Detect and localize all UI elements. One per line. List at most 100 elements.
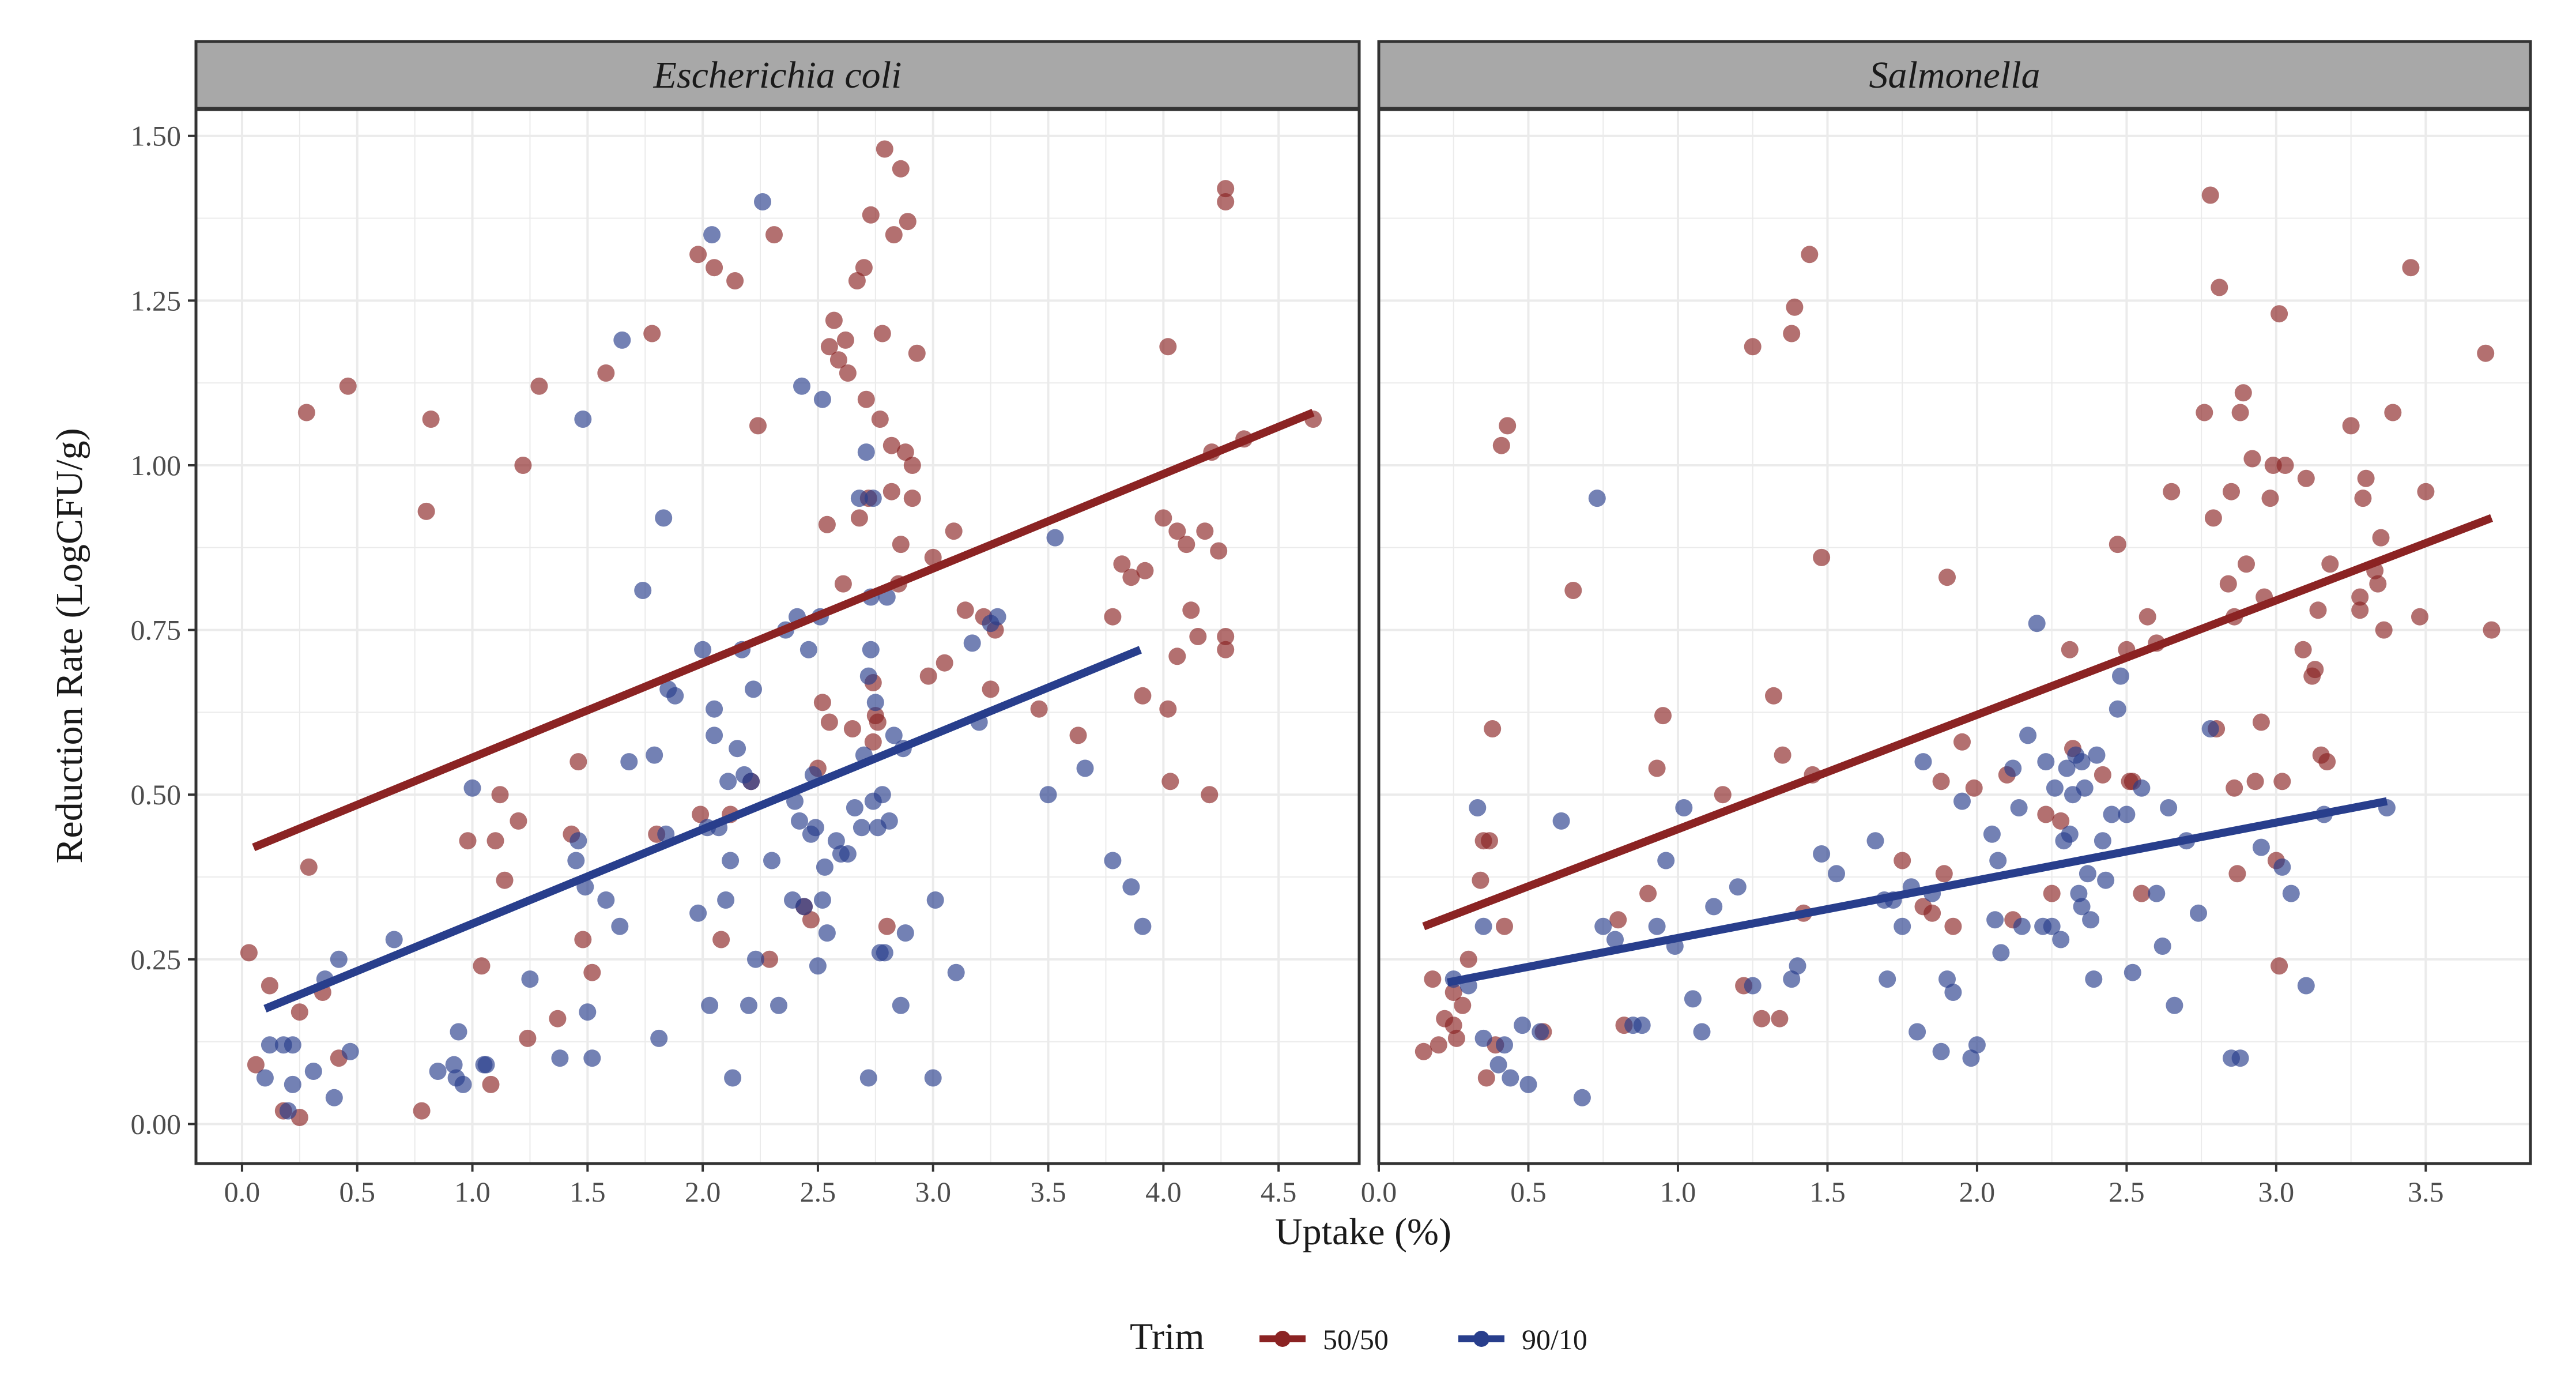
point-9010 bbox=[1744, 977, 1762, 995]
point-9010 bbox=[747, 950, 764, 968]
point-5050 bbox=[956, 601, 974, 619]
point-9010 bbox=[724, 1069, 742, 1087]
point-5050 bbox=[692, 805, 710, 823]
point-9010 bbox=[304, 1063, 322, 1080]
panel-ecoli: Escherichia coli 0.00 0.25 0.50 0.75 1.00 1.25… bbox=[131, 40, 1361, 1208]
point-5050 bbox=[848, 272, 866, 289]
fit-line-5050 bbox=[1422, 514, 2494, 931]
point-9010 bbox=[1076, 759, 1094, 777]
point-9010 bbox=[2094, 832, 2111, 850]
point-9010 bbox=[1968, 1036, 1986, 1054]
point-5050 bbox=[2163, 483, 2181, 500]
point-5050 bbox=[1113, 555, 1131, 573]
x-axis-title: Uptake (%) bbox=[1275, 1211, 1451, 1253]
point-9010 bbox=[719, 773, 737, 790]
point-5050 bbox=[2309, 601, 2327, 619]
point-9010 bbox=[2043, 917, 2061, 935]
point-9010 bbox=[583, 1049, 601, 1067]
point-9010 bbox=[284, 1075, 301, 1093]
point-5050 bbox=[2357, 469, 2375, 487]
point-9010 bbox=[2010, 799, 2028, 816]
point-9010 bbox=[2079, 865, 2096, 883]
point-9010 bbox=[989, 608, 1006, 626]
point-5050 bbox=[903, 490, 921, 507]
point-5050 bbox=[873, 325, 891, 342]
point-5050 bbox=[820, 338, 838, 356]
point-9010 bbox=[742, 773, 760, 790]
x-tick-label: 1.0 bbox=[1660, 1176, 1696, 1208]
point-5050 bbox=[1430, 1036, 1447, 1054]
point-9010 bbox=[745, 680, 762, 698]
legend-title: Trim bbox=[1130, 1316, 1205, 1358]
point-9010 bbox=[445, 1056, 463, 1074]
point-5050 bbox=[1965, 779, 1983, 797]
point-9010 bbox=[569, 832, 587, 850]
point-5050 bbox=[820, 713, 838, 731]
point-5050 bbox=[514, 457, 532, 474]
point-9010 bbox=[839, 845, 857, 863]
point-5050 bbox=[869, 713, 887, 731]
point-5050 bbox=[836, 331, 854, 349]
x-tick-label: 0.5 bbox=[339, 1176, 375, 1208]
point-5050 bbox=[496, 871, 514, 889]
point-9010 bbox=[1828, 865, 1845, 883]
point-9010 bbox=[2085, 970, 2103, 988]
point-5050 bbox=[896, 443, 914, 461]
point-9010 bbox=[2058, 759, 2076, 777]
point-9010 bbox=[1552, 812, 1570, 830]
point-9010 bbox=[1813, 845, 1831, 863]
point-5050 bbox=[2246, 773, 2264, 790]
point-9010 bbox=[450, 1023, 467, 1041]
point-5050 bbox=[1771, 1010, 1789, 1027]
point-9010 bbox=[1134, 917, 1152, 935]
series-5050-ecoli bbox=[240, 140, 1322, 1126]
point-5050 bbox=[1923, 904, 1941, 922]
point-5050 bbox=[834, 575, 852, 593]
point-5050 bbox=[2264, 457, 2282, 474]
point-5050 bbox=[1786, 298, 1804, 316]
point-5050 bbox=[473, 957, 491, 975]
point-5050 bbox=[2052, 812, 2070, 830]
point-5050 bbox=[825, 311, 843, 329]
point-5050 bbox=[1161, 773, 1179, 790]
point-5050 bbox=[1654, 707, 1672, 725]
point-5050 bbox=[1499, 417, 1517, 435]
point-5050 bbox=[2061, 641, 2079, 658]
point-9010 bbox=[256, 1069, 274, 1087]
point-5050 bbox=[876, 140, 893, 158]
point-9010 bbox=[2073, 898, 2091, 916]
point-5050 bbox=[261, 977, 278, 995]
panel-border bbox=[194, 108, 1361, 1165]
x-tick-label: 2.0 bbox=[1959, 1176, 1996, 1208]
x-tick-label: 2.5 bbox=[2109, 1176, 2145, 1208]
point-9010 bbox=[2297, 977, 2315, 995]
point-5050 bbox=[843, 720, 861, 737]
point-5050 bbox=[908, 344, 926, 362]
point-9010 bbox=[1962, 1049, 1980, 1067]
point-5050 bbox=[885, 226, 903, 244]
point-5050 bbox=[2261, 490, 2279, 507]
point-5050 bbox=[1104, 608, 1122, 626]
point-5050 bbox=[1122, 569, 1140, 586]
point-5050 bbox=[1938, 569, 1956, 586]
x-tick-label: 0.0 bbox=[1361, 1176, 1397, 1208]
point-9010 bbox=[1675, 799, 1693, 816]
point-9010 bbox=[816, 858, 833, 876]
point-9010 bbox=[2252, 838, 2270, 856]
point-5050 bbox=[1744, 338, 1762, 356]
point-5050 bbox=[1454, 996, 1472, 1014]
point-9010 bbox=[1519, 1075, 1537, 1093]
point-5050 bbox=[726, 272, 744, 289]
series-5050-salmonella bbox=[1415, 186, 2500, 1087]
legend-key-9010-dot bbox=[1473, 1331, 1489, 1347]
point-5050 bbox=[924, 548, 942, 566]
point-9010 bbox=[2073, 753, 2091, 771]
point-9010 bbox=[1866, 832, 1884, 850]
point-5050 bbox=[689, 246, 707, 263]
point-5050 bbox=[2133, 884, 2151, 902]
point-5050 bbox=[583, 963, 601, 981]
fit-line-5050 bbox=[252, 409, 1315, 852]
point-9010 bbox=[885, 726, 903, 744]
point-9010 bbox=[551, 1049, 569, 1067]
point-9010 bbox=[1894, 917, 1911, 935]
